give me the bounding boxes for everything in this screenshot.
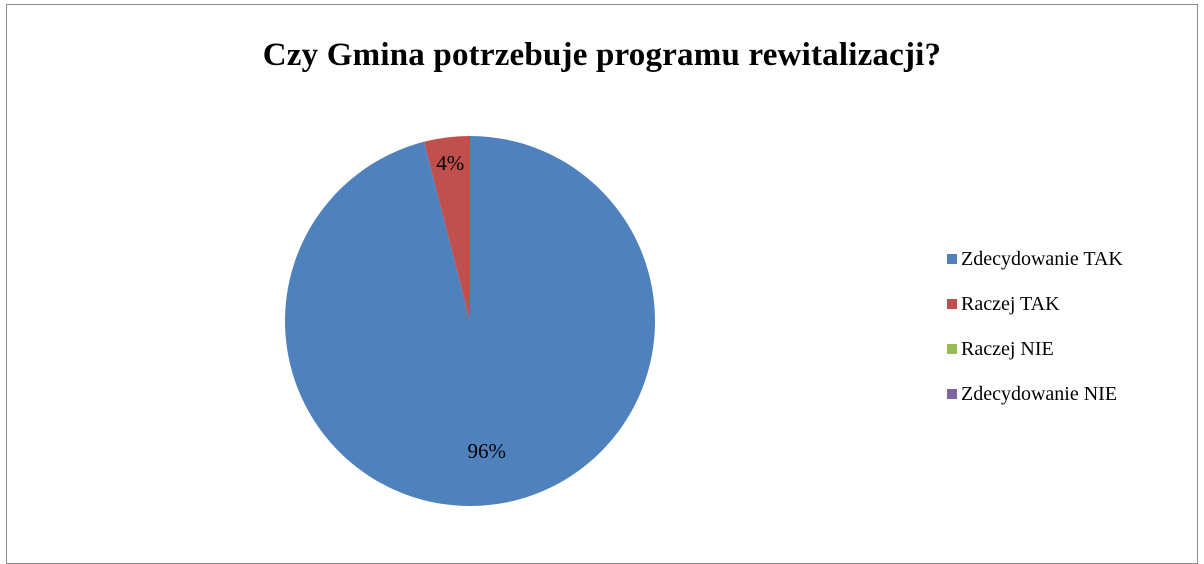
legend-item: Raczej TAK [947,289,1123,319]
legend-swatch [947,254,957,264]
legend-swatch [947,299,957,309]
legend-item: Zdecydowanie NIE [947,379,1123,409]
data-label: 4% [436,151,464,175]
legend-swatch [947,344,957,354]
legend-item: Zdecydowanie TAK [947,244,1123,274]
legend-label: Raczej TAK [961,292,1060,315]
pie-slice [423,136,470,321]
chart-title: Czy Gmina potrzebuje programu rewitaliza… [262,37,942,73]
legend: Zdecydowanie TAK Raczej TAK Raczej NIE Z… [947,244,1123,424]
data-label: 96% [467,439,506,463]
legend-label: Raczej NIE [961,337,1054,360]
legend-label: Zdecydowanie TAK [961,247,1123,270]
legend-label: Zdecydowanie NIE [961,382,1118,405]
legend-swatch [947,389,957,399]
legend-item: Raczej NIE [947,334,1123,364]
